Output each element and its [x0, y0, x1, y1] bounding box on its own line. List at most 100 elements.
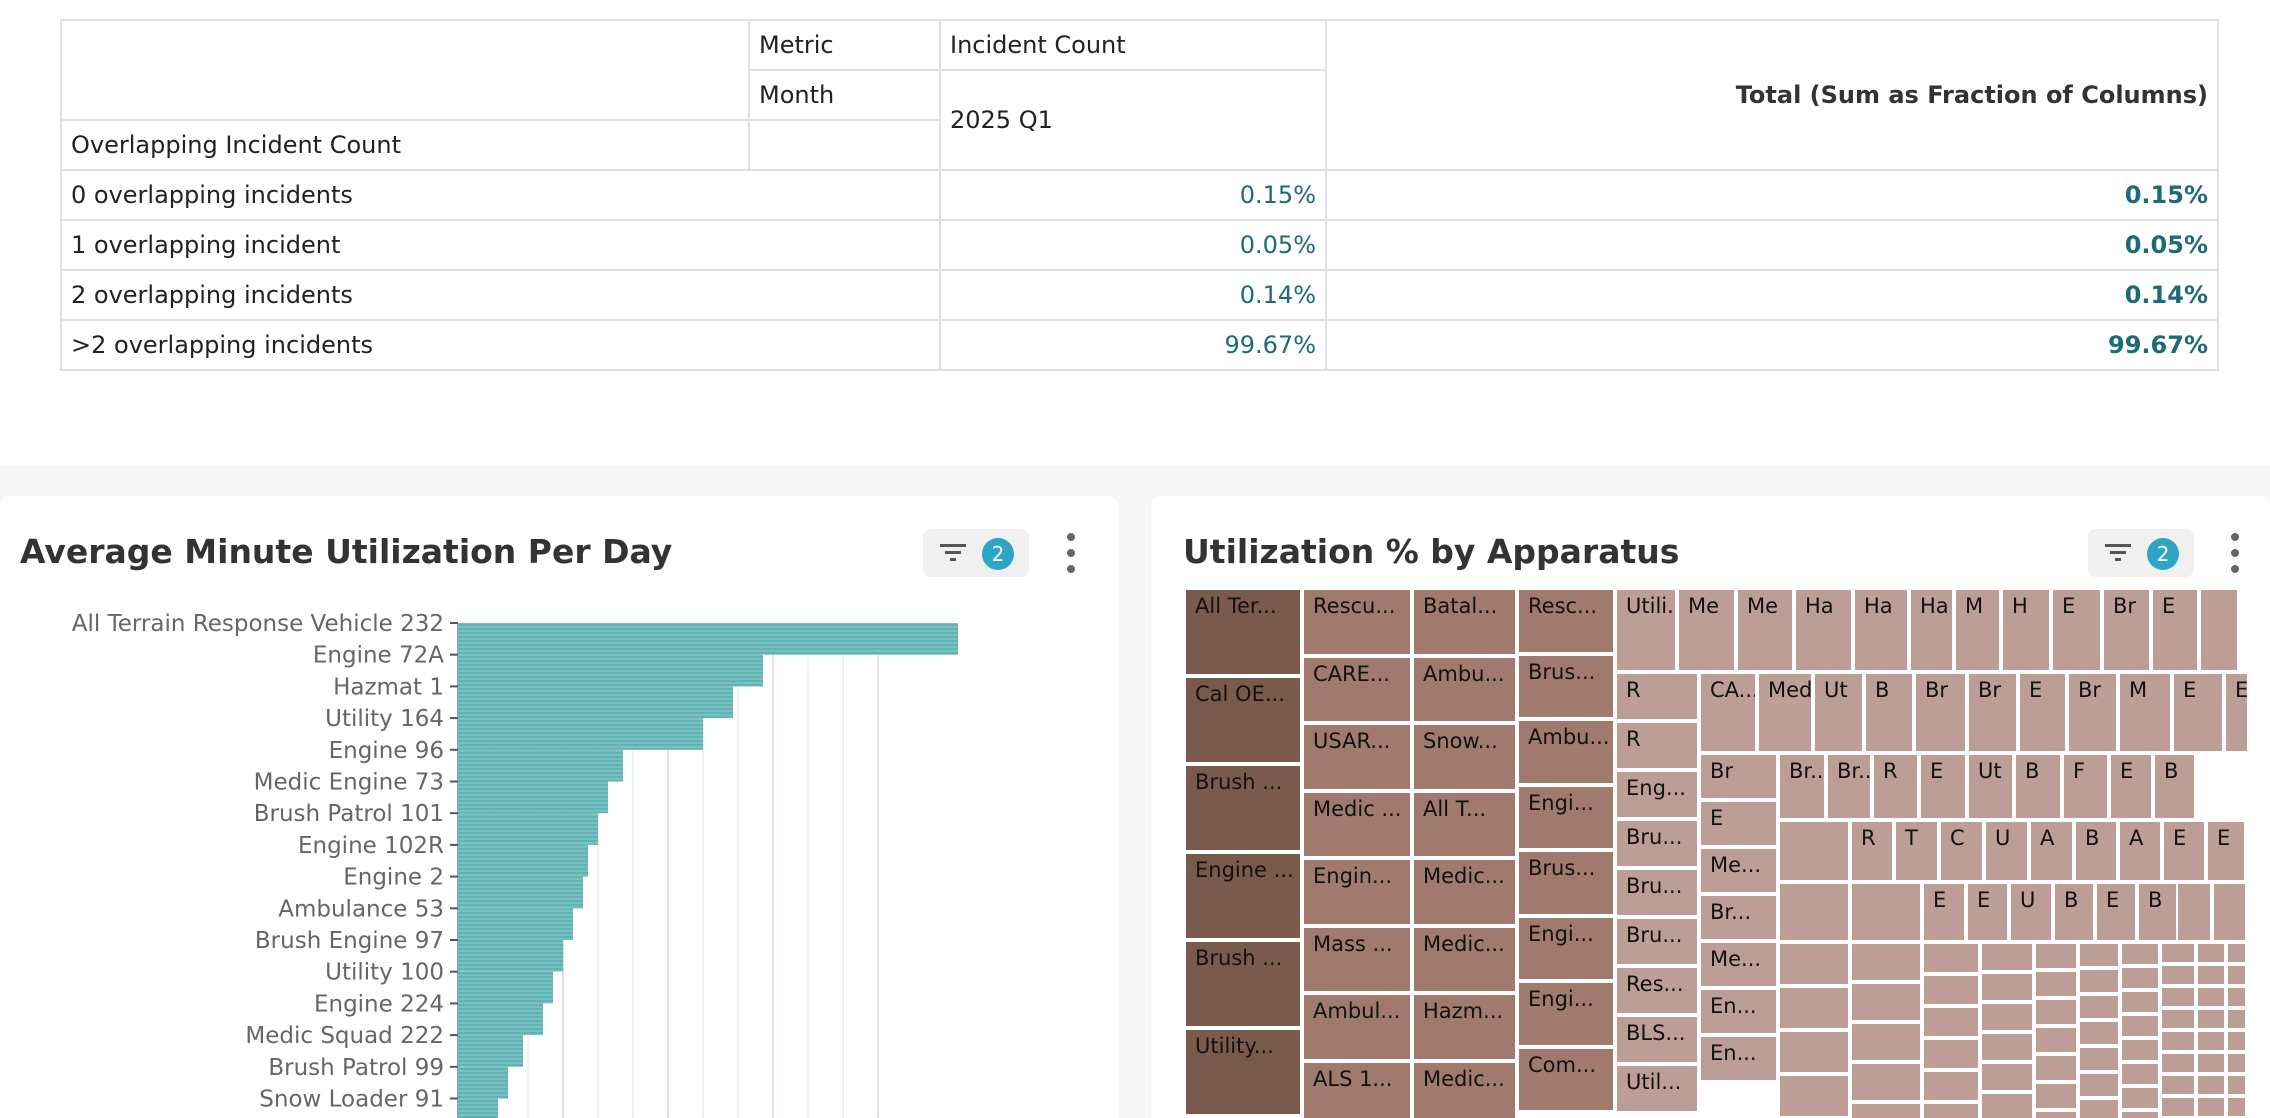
treemap-tile[interactable]: Batal...: [1412, 588, 1517, 656]
treemap-tile[interactable]: Engi...: [1517, 981, 1615, 1047]
more-vertical-icon[interactable]: [2225, 533, 2245, 573]
treemap-tile[interactable]: USAR...: [1302, 723, 1412, 791]
treemap-tile[interactable]: [2196, 1096, 2226, 1118]
treemap-tile[interactable]: Mass ...: [1302, 925, 1412, 993]
treemap-tile[interactable]: [2160, 1030, 2196, 1052]
treemap-tile[interactable]: A: [2118, 820, 2162, 882]
treemap-tile[interactable]: [1922, 1102, 1980, 1118]
treemap-tile[interactable]: [1778, 1030, 1850, 1074]
bar[interactable]: [458, 940, 563, 972]
treemap-tile[interactable]: [1980, 1092, 2034, 1118]
treemap-tile[interactable]: Utility...: [1184, 1028, 1302, 1116]
treemap-tile[interactable]: [2196, 1030, 2226, 1052]
treemap-tile[interactable]: E: [1699, 800, 1778, 847]
bar[interactable]: [458, 971, 553, 1004]
treemap-tile[interactable]: [1980, 942, 2034, 972]
treemap-tile[interactable]: [1778, 882, 1850, 942]
treemap-tile[interactable]: CARE...: [1302, 655, 1412, 723]
treemap-tile[interactable]: En...: [1699, 1035, 1778, 1082]
bar[interactable]: [458, 623, 958, 655]
treemap-tile[interactable]: [2034, 942, 2078, 970]
treemap-tile[interactable]: [1922, 974, 1980, 1006]
treemap-tile[interactable]: E: [2172, 672, 2224, 753]
treemap-tile[interactable]: [2199, 588, 2239, 672]
treemap-tile[interactable]: Medic ...: [1302, 790, 1412, 858]
treemap-tile[interactable]: M: [2118, 672, 2172, 753]
bar[interactable]: [458, 1003, 543, 1036]
filter-button[interactable]: 2: [2088, 529, 2194, 577]
treemap-tile[interactable]: [2196, 986, 2226, 1008]
treemap-tile[interactable]: [1922, 1038, 1980, 1070]
treemap-tile[interactable]: Brush ...: [1184, 764, 1302, 852]
treemap-tile[interactable]: Ambul...: [1302, 993, 1412, 1061]
bar[interactable]: [458, 908, 573, 940]
treemap-tile[interactable]: Ha: [1909, 588, 1954, 672]
treemap-tile[interactable]: CA...: [1699, 672, 1757, 753]
treemap-tile[interactable]: R: [1615, 672, 1699, 721]
treemap-tile[interactable]: [2226, 1074, 2247, 1096]
treemap-tile[interactable]: E: [1922, 882, 1966, 942]
treemap-tile[interactable]: [2078, 1098, 2120, 1118]
treemap-tile[interactable]: Hazm...: [1412, 993, 1517, 1061]
treemap-tile[interactable]: [1922, 1006, 1980, 1038]
treemap-tile[interactable]: En...: [1699, 988, 1778, 1035]
treemap-tile[interactable]: [1778, 1074, 1850, 1118]
bar[interactable]: [458, 749, 623, 782]
total-column-header[interactable]: Total (Sum as Fraction of Columns): [1325, 19, 2219, 171]
treemap-tile[interactable]: Br: [1699, 753, 1778, 800]
treemap-tile[interactable]: Br: [2067, 672, 2118, 753]
treemap-tile[interactable]: C: [1939, 820, 1984, 882]
treemap-tile[interactable]: Cal OE...: [1184, 676, 1302, 764]
treemap-tile[interactable]: [2078, 1020, 2120, 1046]
treemap-tile[interactable]: Me...: [1699, 941, 1778, 988]
treemap-tile[interactable]: [2160, 942, 2196, 964]
treemap-tile[interactable]: [1778, 942, 1850, 986]
treemap-tile[interactable]: Medic...: [1412, 925, 1517, 993]
treemap-tile[interactable]: [1980, 1062, 2034, 1092]
treemap-tile[interactable]: [2160, 1096, 2196, 1118]
treemap-tile[interactable]: [1980, 1002, 2034, 1032]
bar[interactable]: [458, 844, 588, 877]
treemap-tile[interactable]: [2120, 1062, 2160, 1086]
treemap-tile[interactable]: Me: [1677, 588, 1736, 672]
treemap-tile[interactable]: All Ter...: [1184, 588, 1302, 676]
treemap-tile[interactable]: [2120, 1110, 2160, 1118]
treemap-tile[interactable]: Rescu...: [1302, 588, 1412, 656]
treemap-tile[interactable]: Utili...: [1615, 588, 1677, 672]
treemap-tile[interactable]: Me...: [1699, 847, 1778, 894]
treemap-tile[interactable]: [1850, 942, 1922, 982]
treemap-tile[interactable]: [2078, 1046, 2120, 1072]
treemap-tile[interactable]: B: [2074, 820, 2118, 882]
treemap-tile[interactable]: [2078, 942, 2120, 968]
treemap-tile[interactable]: M: [1954, 588, 2001, 672]
treemap-tile[interactable]: [2196, 964, 2226, 986]
treemap-tile[interactable]: Engin...: [1302, 858, 1412, 926]
treemap-tile[interactable]: ALS 1...: [1302, 1060, 1412, 1118]
treemap-tile[interactable]: Engi...: [1517, 784, 1615, 850]
treemap-tile[interactable]: F: [2062, 753, 2109, 820]
treemap-tile[interactable]: [2226, 942, 2247, 964]
treemap-tile[interactable]: [2196, 942, 2226, 964]
treemap-tile[interactable]: [1850, 982, 1922, 1022]
treemap-tile[interactable]: Brus...: [1517, 850, 1615, 916]
more-vertical-icon[interactable]: [1061, 533, 1081, 573]
treemap-tile[interactable]: Ut: [1967, 753, 2014, 820]
treemap-tile[interactable]: E: [2051, 588, 2102, 672]
metric-header-value[interactable]: Incident Count: [939, 19, 1327, 71]
treemap-tile[interactable]: B: [2053, 882, 2095, 942]
bar[interactable]: [458, 1098, 498, 1118]
treemap-tile[interactable]: [1850, 882, 1922, 942]
treemap-tile[interactable]: E: [2206, 820, 2246, 882]
treemap-tile[interactable]: All T...: [1412, 790, 1517, 858]
treemap-tile[interactable]: [1850, 1062, 1922, 1102]
treemap-tile[interactable]: Br...: [1778, 753, 1826, 820]
treemap-tile[interactable]: Engine ...: [1184, 852, 1302, 940]
month-header-value[interactable]: 2025 Q1: [939, 69, 1327, 171]
treemap-tile[interactable]: Br: [1967, 672, 2018, 753]
treemap-tile[interactable]: [2120, 1086, 2160, 1110]
treemap-tile[interactable]: Br...: [1826, 753, 1872, 820]
treemap-tile[interactable]: [2120, 942, 2160, 966]
treemap-tile[interactable]: [2226, 1030, 2247, 1052]
treemap-tile[interactable]: [2034, 1110, 2078, 1118]
treemap-tile[interactable]: B: [1864, 672, 1914, 753]
